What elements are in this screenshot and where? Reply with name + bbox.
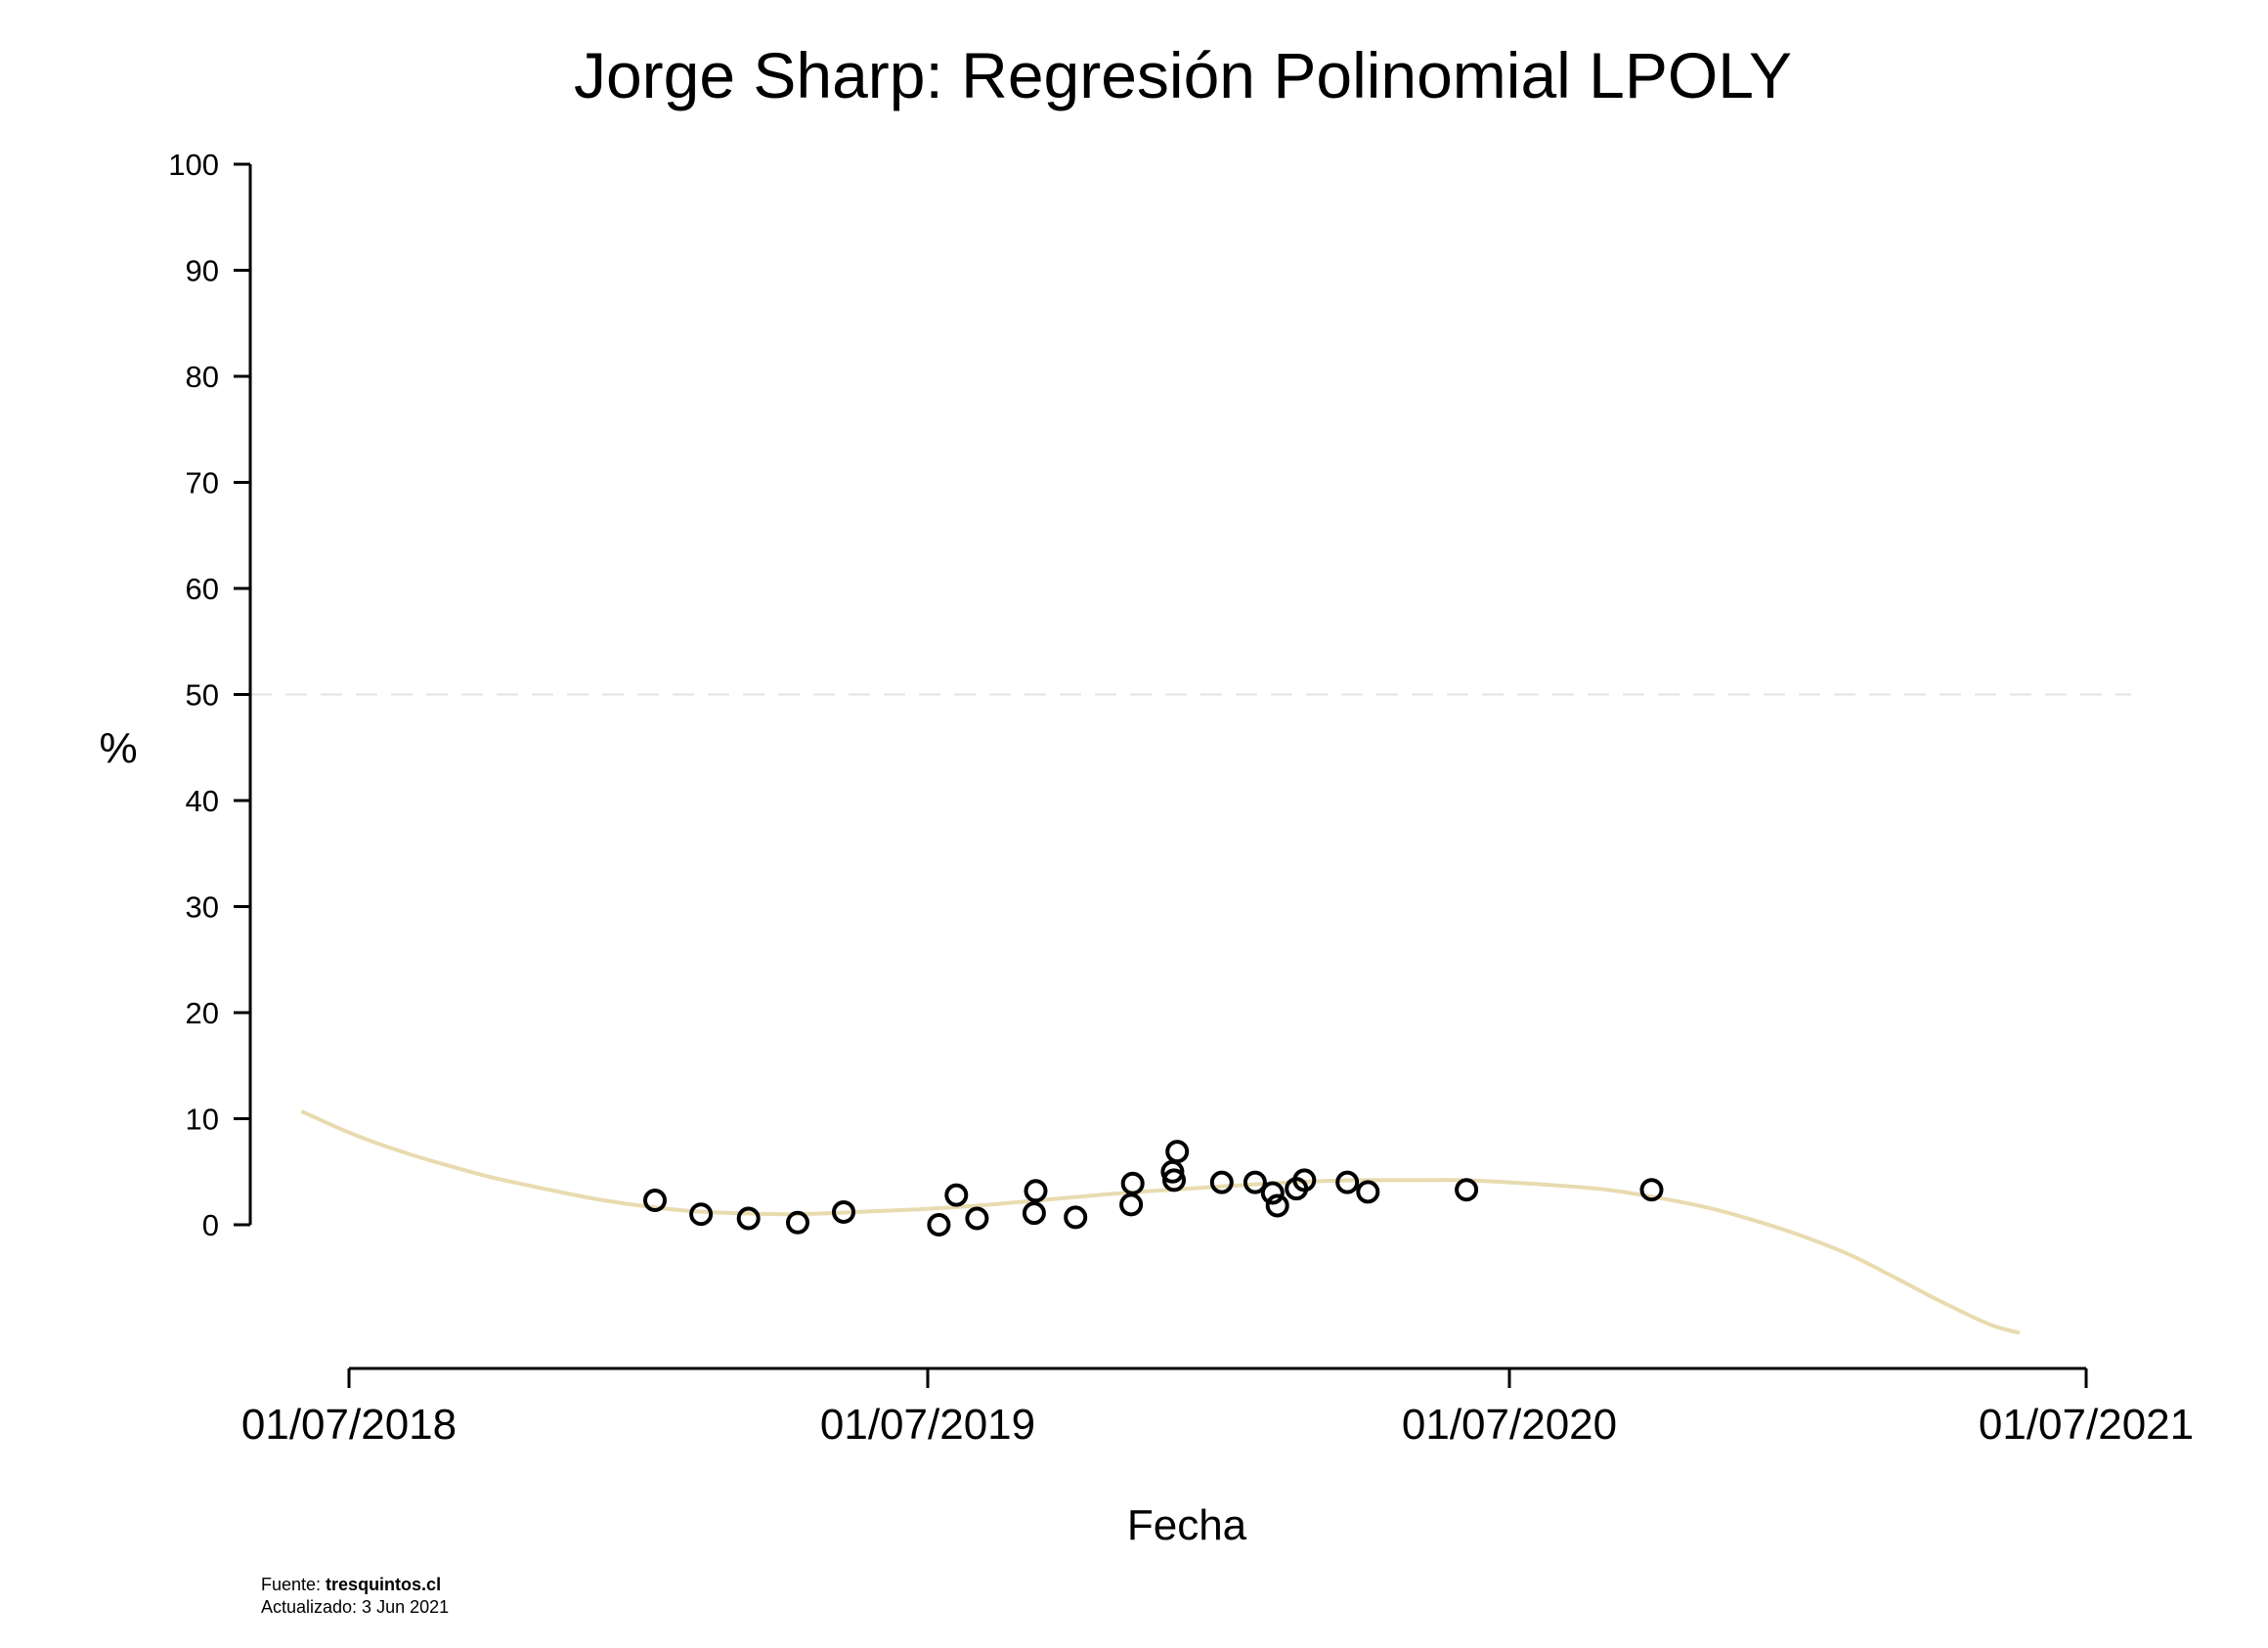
y-tick-label-100: 100 xyxy=(168,148,219,182)
data-point-15 xyxy=(1165,1140,1190,1164)
y-tick-label-60: 60 xyxy=(186,572,219,606)
data-point-14 xyxy=(1162,1168,1186,1193)
x-tick-label-2: 01/07/2020 xyxy=(1402,1401,1617,1449)
data-point-8 xyxy=(1022,1201,1046,1226)
data-point-10 xyxy=(1064,1205,1088,1230)
footer-source-prefix: Fuente: xyxy=(261,1575,326,1594)
data-point-9 xyxy=(1024,1179,1048,1203)
data-point-7 xyxy=(965,1206,989,1231)
data-point-25 xyxy=(1639,1178,1664,1202)
y-tick-label-30: 30 xyxy=(186,890,219,925)
x-axis-label: Fecha xyxy=(1127,1501,1247,1549)
x-tick-label-0: 01/07/2018 xyxy=(241,1401,457,1449)
data-point-0 xyxy=(643,1189,667,1212)
data-point-23 xyxy=(1356,1180,1380,1204)
y-tick-label-70: 70 xyxy=(186,466,219,500)
data-point-5 xyxy=(927,1213,951,1236)
y-tick-label-10: 10 xyxy=(186,1103,219,1137)
data-point-18 xyxy=(1260,1181,1285,1205)
data-point-11 xyxy=(1119,1193,1144,1217)
data-point-21 xyxy=(1292,1168,1317,1193)
curve-layer xyxy=(300,1109,2021,1335)
data-point-19 xyxy=(1265,1193,1289,1218)
data-point-3 xyxy=(786,1210,809,1235)
chart-title: Jorge Sharp: Regresión Polinomial LPOLY xyxy=(574,39,1792,111)
y-tick-label-0: 0 xyxy=(202,1208,219,1242)
data-point-4 xyxy=(832,1200,855,1224)
y-tick-label-80: 80 xyxy=(186,360,219,394)
y-tick-label-90: 90 xyxy=(186,254,219,288)
x-tick-label-1: 01/07/2019 xyxy=(820,1401,1035,1449)
footer-updated: Actualizado: 3 Jun 2021 xyxy=(261,1597,449,1617)
y-axis-label: % xyxy=(99,724,137,772)
points-layer xyxy=(643,1140,1664,1236)
y-tick-label-20: 20 xyxy=(186,996,219,1030)
data-point-16 xyxy=(1209,1170,1234,1194)
data-point-6 xyxy=(944,1183,969,1207)
data-point-22 xyxy=(1335,1170,1360,1194)
footer-source: Fuente: tresquintos.cl xyxy=(261,1575,441,1594)
data-point-24 xyxy=(1455,1178,1479,1202)
data-point-17 xyxy=(1243,1170,1267,1194)
fitted-curve xyxy=(300,1109,2021,1335)
data-point-2 xyxy=(736,1206,761,1231)
y-axis: 0 10 20 30 40 50 60 70 80 90 100 xyxy=(168,148,252,1242)
footer-source-name: tresquintos.cl xyxy=(326,1575,441,1594)
x-axis: 01/07/2018 01/07/2019 01/07/2020 01/07/2021 xyxy=(241,1366,2194,1449)
data-point-1 xyxy=(689,1202,714,1227)
y-tick-label-40: 40 xyxy=(186,784,219,818)
x-tick-label-3: 01/07/2021 xyxy=(1979,1401,2194,1449)
y-tick-label-50: 50 xyxy=(186,678,219,713)
data-point-12 xyxy=(1120,1171,1145,1195)
